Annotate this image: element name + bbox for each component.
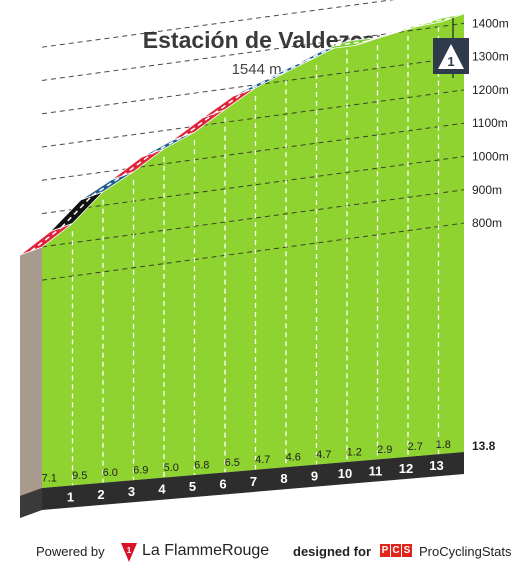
altitude-tick-label: 1100m (472, 116, 508, 130)
gradient-label: 6.8 (194, 459, 209, 471)
road-centerline (122, 152, 154, 177)
road-centerline (274, 60, 306, 77)
designed-for-text: designed for (293, 544, 372, 559)
la-flamme-rouge-logo-icon: 1 (121, 543, 137, 562)
km-label: 2 (97, 487, 104, 502)
altitude-gridline (41, 189, 465, 248)
elevation-profile: 800m900m1000m1100m1200m1300m1400m1500m12… (19, 0, 509, 518)
svg-text:1: 1 (127, 546, 132, 555)
profile-side-face (20, 247, 42, 518)
finish-km-label: 13.8 (472, 439, 496, 453)
base-band (42, 452, 464, 510)
gradient-label: 4.6 (286, 452, 301, 464)
gradient-label: 1.8 (436, 439, 451, 451)
road-centerline (152, 135, 184, 154)
pcs-logo-icon: P C S (380, 544, 412, 557)
gradient-label: 9.5 (72, 470, 87, 482)
road-centerline (30, 226, 62, 252)
altitude-tick-label: 1300m (472, 50, 509, 64)
altitude-gridline (41, 122, 465, 181)
gradient-label: 1.2 (347, 446, 362, 458)
gradient-label: 5.0 (164, 462, 179, 474)
km-label: 9 (311, 469, 318, 484)
gradient-label: 2.9 (377, 444, 392, 456)
altitude-gridline (41, 89, 465, 148)
altitude-tick-label: 1200m (472, 83, 509, 97)
gradient-label: 6.9 (133, 465, 148, 477)
road-centerline (427, 16, 454, 24)
altitude-gridline (41, 56, 465, 115)
category-triangle-icon (438, 44, 464, 69)
km-label: 8 (280, 471, 287, 486)
altitude-gridline (41, 156, 465, 215)
km-label: 13 (429, 458, 443, 473)
pcs-letter: P (380, 544, 390, 557)
km-label: 3 (128, 484, 135, 499)
road-centerline (60, 195, 93, 228)
footer: Powered by 1 La FlammeRouge designed for… (0, 540, 525, 566)
pcs-letter: S (402, 544, 412, 557)
km-label: 4 (158, 482, 166, 497)
km-label: 6 (219, 476, 226, 491)
road-centerline (91, 175, 123, 197)
gradient-label: 6.5 (225, 457, 240, 469)
category-badge-label: 1 (447, 54, 454, 69)
pcs-letter: C (391, 544, 401, 557)
procyclingstats-brand: ProCyclingStats (419, 544, 512, 559)
gradient-label: 4.7 (255, 454, 270, 466)
road-centerline (213, 91, 245, 115)
altitude-tick-label: 1400m (472, 16, 509, 30)
road-centerline (183, 112, 215, 137)
altitude-tick-label: 1000m (472, 150, 509, 164)
altitude-tick-label: 900m (472, 183, 502, 197)
gradient-label: 4.7 (316, 449, 331, 461)
km-label: 11 (369, 463, 383, 478)
road-centerline (244, 75, 276, 93)
powered-by-text: Powered by (36, 544, 105, 559)
altitude-gridline (41, 222, 465, 281)
km-label: 10 (338, 466, 352, 481)
altitude-tick-label: 800m (472, 216, 502, 230)
la-flamme-rouge-brand: La FlammeRouge (142, 542, 270, 559)
km-label: 7 (250, 474, 257, 489)
km-label: 5 (189, 479, 196, 494)
elevation-area (42, 13, 464, 489)
km-label: 1 (67, 489, 74, 504)
gradient-label: 7.1 (42, 472, 57, 484)
km-label: 12 (399, 461, 413, 476)
gradient-label: 2.7 (408, 441, 423, 453)
gradient-label: 6.0 (103, 467, 118, 479)
base-band-side (20, 488, 42, 518)
